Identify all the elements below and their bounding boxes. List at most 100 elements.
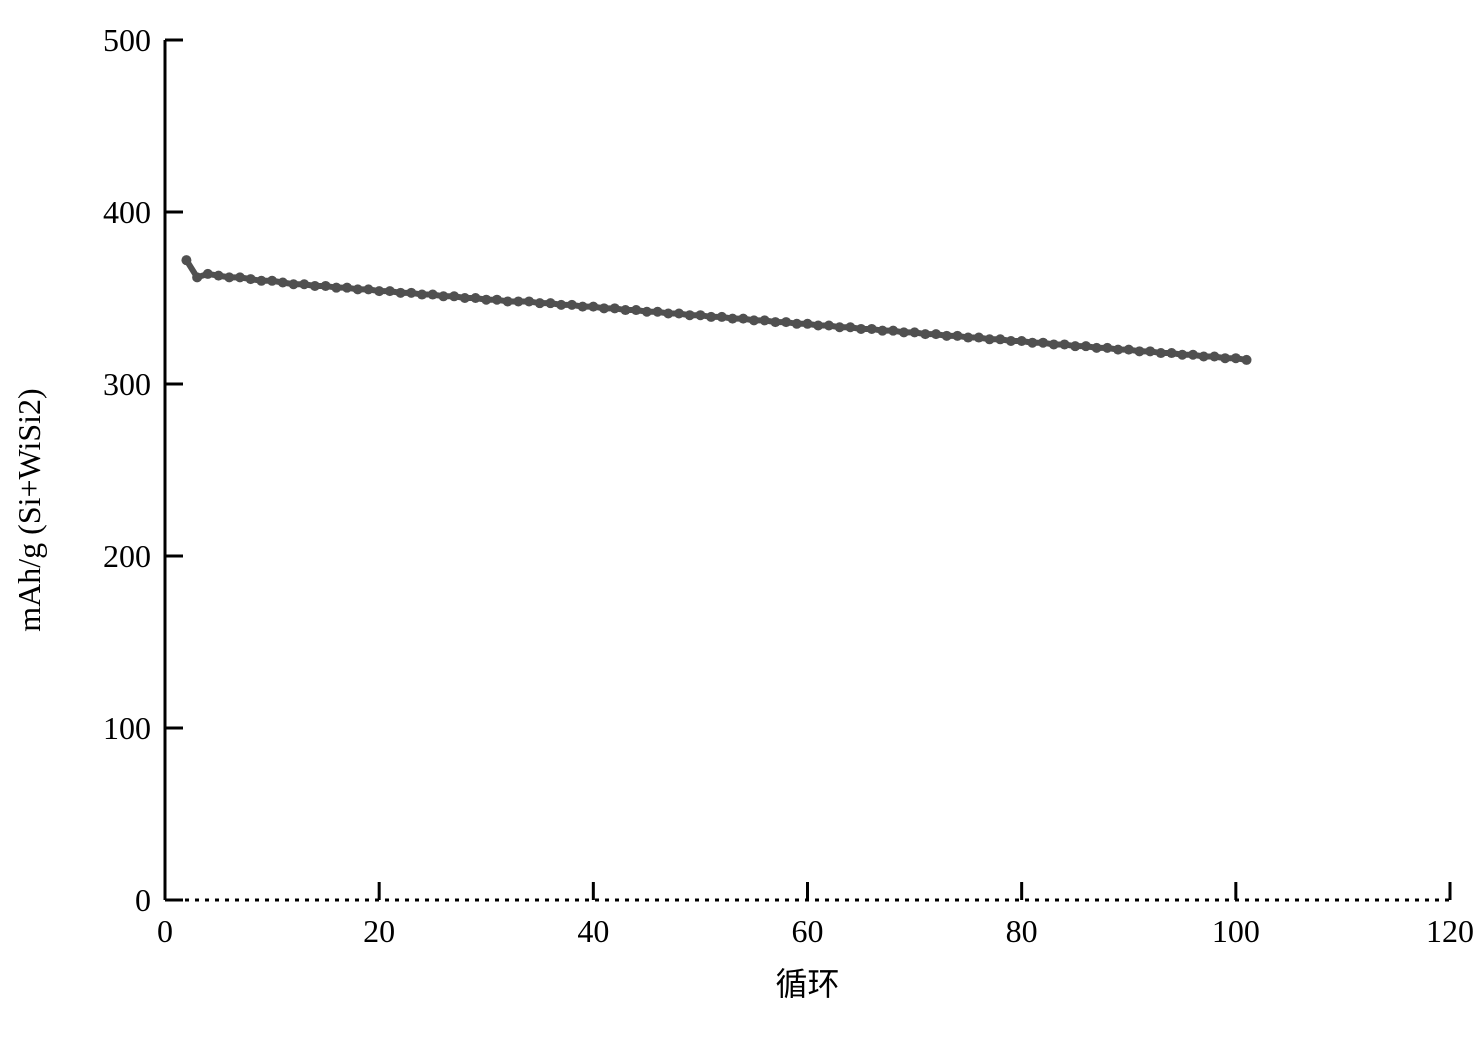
y-tick-label: 200 (103, 538, 151, 574)
data-marker (631, 305, 641, 315)
data-marker (513, 296, 523, 306)
data-marker (406, 288, 416, 298)
data-marker (374, 286, 384, 296)
data-marker (931, 329, 941, 339)
data-marker (728, 314, 738, 324)
y-tick-label: 300 (103, 366, 151, 402)
chart-container: 0204060801001200100200300400500mAh/g (Si… (0, 0, 1479, 1040)
data-marker (888, 326, 898, 336)
x-tick-label: 60 (792, 913, 824, 949)
data-marker (803, 319, 813, 329)
data-marker (214, 271, 224, 281)
data-marker (942, 331, 952, 341)
data-marker (1102, 343, 1112, 353)
data-marker (985, 334, 995, 344)
data-marker (1199, 351, 1209, 361)
data-marker (289, 279, 299, 289)
y-tick-label: 100 (103, 710, 151, 746)
y-tick-label: 400 (103, 194, 151, 230)
data-marker (760, 315, 770, 325)
x-tick-label: 80 (1006, 913, 1038, 949)
data-marker (524, 296, 534, 306)
data-marker (299, 279, 309, 289)
data-marker (920, 329, 930, 339)
data-marker (717, 312, 727, 322)
data-marker (267, 276, 277, 286)
data-marker (1081, 341, 1091, 351)
data-marker (792, 319, 802, 329)
data-marker (706, 312, 716, 322)
data-marker (963, 333, 973, 343)
data-marker (824, 321, 834, 331)
data-marker (342, 283, 352, 293)
data-marker (599, 303, 609, 313)
data-marker (1060, 339, 1070, 349)
data-marker (685, 310, 695, 320)
data-marker (1006, 336, 1016, 346)
x-axis-label: 循环 (775, 966, 839, 1002)
data-marker (278, 278, 288, 288)
data-marker (674, 308, 684, 318)
data-marker (974, 333, 984, 343)
data-marker (1145, 346, 1155, 356)
data-marker (246, 274, 256, 284)
data-marker (556, 300, 566, 310)
data-marker (353, 284, 363, 294)
data-marker (770, 317, 780, 327)
data-marker (492, 295, 502, 305)
data-marker (1231, 353, 1241, 363)
data-marker (1017, 336, 1027, 346)
data-marker (396, 288, 406, 298)
data-marker (535, 298, 545, 308)
data-marker (428, 290, 438, 300)
x-tick-label: 100 (1212, 913, 1260, 949)
x-tick-label: 0 (157, 913, 173, 949)
data-marker (952, 331, 962, 341)
data-marker (363, 284, 373, 294)
data-marker (1177, 350, 1187, 360)
data-marker (449, 291, 459, 301)
data-marker (438, 291, 448, 301)
data-marker (578, 302, 588, 312)
data-marker (620, 305, 630, 315)
data-marker (481, 295, 491, 305)
data-marker (417, 290, 427, 300)
data-marker (1092, 343, 1102, 353)
data-marker (1209, 351, 1219, 361)
data-marker (203, 269, 213, 279)
data-marker (331, 283, 341, 293)
data-marker (1242, 355, 1252, 365)
data-marker (867, 324, 877, 334)
data-marker (1049, 339, 1059, 349)
data-marker (1167, 348, 1177, 358)
data-marker (1027, 338, 1037, 348)
data-marker (321, 281, 331, 291)
data-marker (1113, 345, 1123, 355)
data-marker (910, 327, 920, 337)
data-marker (845, 322, 855, 332)
y-tick-label: 500 (103, 22, 151, 58)
data-marker (899, 327, 909, 337)
data-marker (503, 296, 513, 306)
data-marker (995, 334, 1005, 344)
data-marker (781, 317, 791, 327)
data-marker (749, 315, 759, 325)
data-marker (181, 255, 191, 265)
data-marker (1156, 348, 1166, 358)
data-marker (588, 302, 598, 312)
data-marker (695, 310, 705, 320)
data-marker (192, 272, 202, 282)
data-marker (1134, 346, 1144, 356)
data-marker (813, 321, 823, 331)
x-tick-label: 120 (1426, 913, 1474, 949)
data-marker (1188, 350, 1198, 360)
data-marker (460, 293, 470, 303)
data-marker (1070, 341, 1080, 351)
x-tick-label: 20 (363, 913, 395, 949)
data-marker (835, 322, 845, 332)
data-marker (224, 272, 234, 282)
data-marker (471, 293, 481, 303)
data-marker (738, 314, 748, 324)
data-marker (546, 298, 556, 308)
data-marker (1220, 353, 1230, 363)
